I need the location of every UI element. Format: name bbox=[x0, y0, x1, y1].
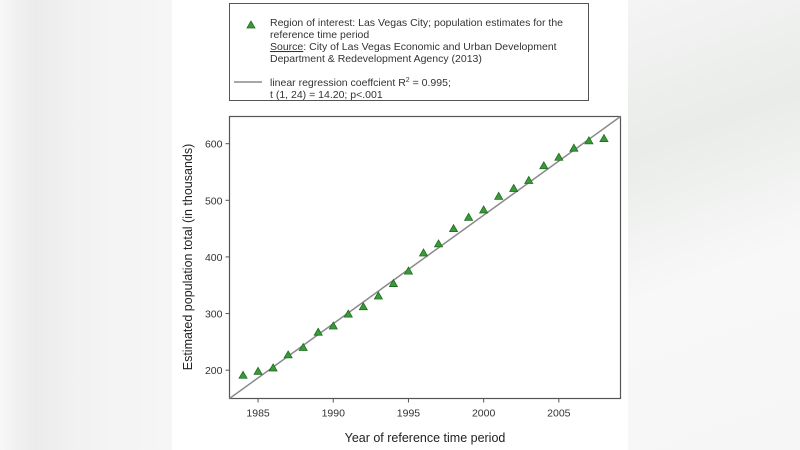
data-point bbox=[268, 363, 278, 372]
y-axis-ticks: 200 300 400 500 600 bbox=[205, 139, 230, 377]
legend-marker-label-2: reference time period bbox=[270, 29, 369, 41]
data-point bbox=[298, 342, 308, 351]
x-tick-label: 1995 bbox=[397, 408, 421, 420]
legend-source: Source: City of Las Vegas Economic and U… bbox=[270, 41, 557, 53]
data-points bbox=[238, 133, 609, 379]
data-point bbox=[343, 309, 353, 318]
data-point bbox=[433, 239, 444, 248]
x-axis-ticks: 1985 1990 1995 2000 2005 bbox=[246, 398, 571, 420]
data-point bbox=[238, 370, 248, 379]
triangle-marker-icon bbox=[246, 20, 256, 29]
plot-area: 1985 1990 1995 2000 2005 200 300 400 500 600 bbox=[205, 115, 622, 420]
y-tick-label: 600 bbox=[205, 139, 223, 151]
data-point bbox=[463, 212, 474, 221]
x-tick-label: 1985 bbox=[246, 408, 270, 420]
legend-line-superscript: 2 bbox=[406, 77, 410, 84]
y-axis-title: Estimated population total (in thousands… bbox=[181, 144, 195, 371]
y-tick-label: 500 bbox=[205, 195, 223, 207]
data-point bbox=[569, 143, 579, 152]
legend-box bbox=[229, 3, 589, 101]
legend-source-line2: Department & Redevelopment Agency (2013) bbox=[270, 53, 482, 65]
background-left bbox=[0, 0, 172, 450]
data-point bbox=[253, 366, 263, 375]
legend: Region of interest: Las Vegas City; popu… bbox=[229, 3, 589, 101]
data-point bbox=[448, 223, 459, 233]
x-tick-label: 2005 bbox=[547, 408, 571, 420]
legend-line-text-a: linear regression coeffcient R bbox=[270, 77, 406, 89]
data-point bbox=[358, 301, 369, 311]
data-point bbox=[599, 133, 609, 142]
legend-source-rest: : City of Las Vegas Economic and Urban D… bbox=[303, 41, 556, 53]
legend-source-label: Source bbox=[270, 41, 303, 53]
data-point bbox=[418, 248, 429, 257]
data-point bbox=[328, 321, 338, 330]
legend-line-label-1: linear regression coeffcient R2 = 0.995; bbox=[270, 77, 451, 89]
y-tick-label: 400 bbox=[205, 252, 223, 264]
legend-line-text-b: = 0.995; bbox=[410, 77, 451, 89]
data-point bbox=[388, 278, 399, 287]
x-axis-title: Year of reference time period bbox=[345, 431, 506, 445]
data-point bbox=[539, 160, 549, 170]
data-point bbox=[493, 191, 504, 200]
background-right bbox=[628, 0, 800, 450]
x-tick-label: 2000 bbox=[472, 408, 496, 420]
data-point bbox=[524, 175, 534, 184]
data-point bbox=[554, 152, 564, 161]
data-point bbox=[313, 327, 323, 336]
legend-marker-label-1: Region of interest: Las Vegas City; popu… bbox=[270, 17, 563, 29]
legend-line-label-2: t (1, 24) = 14.20; p<.001 bbox=[270, 89, 383, 101]
data-point bbox=[584, 136, 594, 145]
data-point bbox=[283, 350, 293, 359]
y-tick-label: 300 bbox=[205, 309, 223, 321]
y-tick-label: 200 bbox=[205, 365, 223, 377]
regression-line bbox=[229, 115, 621, 400]
data-point bbox=[373, 291, 384, 300]
data-point bbox=[403, 266, 414, 275]
x-tick-label: 1990 bbox=[322, 408, 346, 420]
data-point bbox=[509, 183, 519, 192]
regression-line-path bbox=[229, 115, 621, 400]
data-point bbox=[478, 205, 489, 214]
